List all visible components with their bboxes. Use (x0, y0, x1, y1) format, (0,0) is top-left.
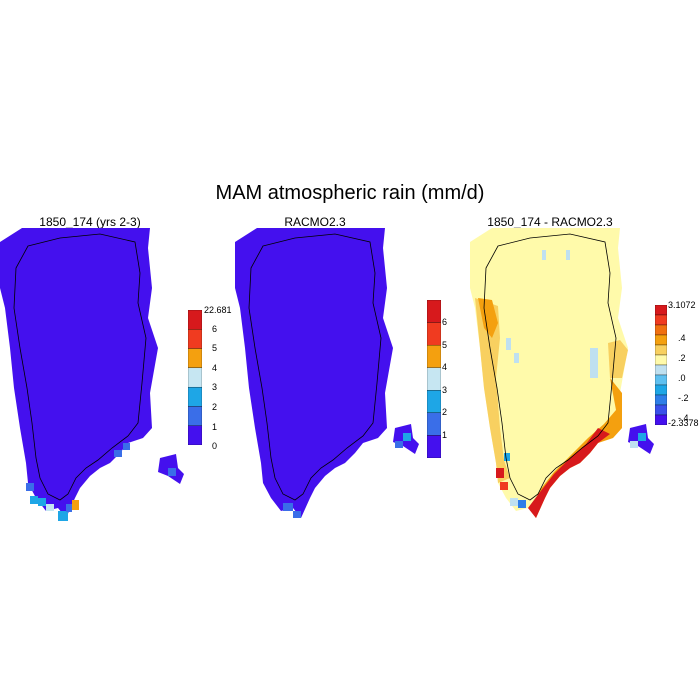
colorbar-swatch (654, 324, 668, 336)
cbar2-label-5: 1 (442, 430, 448, 440)
colorbar-swatch (426, 435, 442, 459)
colorbar-swatch (654, 354, 668, 366)
panel-2-title: RACMO2.3 (284, 215, 346, 229)
coast-line (483, 233, 617, 501)
cbar1-label-2: 5 (212, 343, 218, 353)
colorbar-swatch (426, 322, 442, 346)
cell-mid (58, 511, 68, 521)
positive-se-coast-strong (528, 428, 610, 518)
colorbar-swatch (654, 394, 668, 406)
cbar1-label-4: 3 (212, 382, 218, 392)
cell-neg (638, 433, 646, 441)
cell-mid (403, 433, 411, 441)
colorbar-swatch (187, 386, 203, 407)
cbar2-label-3: 3 (442, 385, 448, 395)
cbar2-label-2: 4 (442, 362, 448, 372)
panel-1-title: 1850_174 (yrs 2-3) (39, 215, 141, 229)
cbar1-label-3: 4 (212, 363, 218, 373)
colorbar-swatch (654, 374, 668, 386)
cbar1-label-6: 1 (212, 422, 218, 432)
positive-west-coast-strong (478, 298, 498, 338)
colorbar-swatch (654, 414, 668, 426)
cell-mid (38, 498, 46, 506)
cell-pos (496, 468, 504, 478)
greenland-field (235, 228, 393, 518)
colorbar-swatch (187, 406, 203, 426)
cbar3-label-0: 3.1072 (668, 300, 696, 310)
coast-line (248, 233, 382, 501)
colorbar-swatch (654, 404, 668, 416)
cell-neg (506, 338, 511, 350)
cell-neg (566, 250, 570, 260)
cbar1-label-5: 2 (212, 402, 218, 412)
cell-high (72, 500, 79, 510)
colorbar-swatch (654, 344, 668, 356)
cbar1-label-0: 22.681 (204, 305, 232, 315)
cell-low (114, 450, 122, 457)
colorbar-swatch (654, 314, 668, 326)
cell-pos (500, 482, 508, 490)
colorbar-swatch (187, 329, 203, 349)
panel-2-colorbar (426, 299, 442, 463)
panel-3-title: 1850_174 - RACMO2.3 (487, 215, 613, 229)
cell-neg (518, 500, 526, 508)
cbar1-label-7: 0 (212, 441, 218, 451)
panel-2-map (235, 228, 419, 518)
panel-1-map (0, 228, 184, 521)
coast-line (13, 233, 147, 501)
colorbar-swatch (654, 364, 668, 376)
colorbar-swatch (426, 390, 442, 414)
colorbar-swatch (187, 348, 203, 369)
cell-mid (30, 496, 38, 504)
colorbar-swatch (426, 367, 442, 391)
panel-3-map (470, 228, 654, 518)
cell-low (26, 483, 34, 491)
cell-low (168, 468, 176, 476)
cell-low (293, 511, 301, 518)
colorbar-swatch (426, 299, 442, 323)
cell-neg (514, 353, 519, 363)
cell-neg (542, 250, 546, 260)
cbar3-label-3: .0 (678, 373, 686, 383)
cell-low (123, 443, 130, 450)
cell-neg (590, 348, 598, 378)
panel-1-colorbar (187, 309, 203, 450)
colorbar-swatch (426, 412, 442, 436)
cell-neg (510, 498, 518, 506)
figure-title: MAM atmospheric rain (mm/d) (215, 182, 485, 204)
colorbar-swatch (654, 304, 668, 316)
cbar1-label-1: 6 (212, 324, 218, 334)
cell-low (283, 503, 293, 511)
cbar2-label-1: 5 (442, 340, 448, 350)
cbar3-label-5: -.4 (678, 413, 689, 423)
cbar3-label-2: .2 (678, 353, 686, 363)
cell-low (66, 504, 72, 512)
cbar2-label-4: 2 (442, 407, 448, 417)
colorbar-swatch (654, 334, 668, 346)
panel-3-colorbar (654, 304, 668, 430)
cbar3-label-1: .4 (678, 333, 686, 343)
cell-low (395, 441, 403, 448)
colorbar-swatch (187, 309, 203, 330)
positive-west-coast (475, 298, 510, 483)
greenland-field (0, 228, 158, 518)
cell-mid (46, 504, 54, 511)
cbar3-label-4: -.2 (678, 393, 689, 403)
colorbar-swatch (654, 384, 668, 396)
cbar2-label-0: 6 (442, 317, 448, 327)
cell-neg (504, 453, 510, 461)
cell-neg (630, 441, 638, 448)
colorbar-swatch (187, 425, 203, 446)
colorbar-swatch (187, 367, 203, 388)
colorbar-swatch (426, 344, 442, 368)
cbar3-label-6: -2.3378 (668, 418, 699, 428)
